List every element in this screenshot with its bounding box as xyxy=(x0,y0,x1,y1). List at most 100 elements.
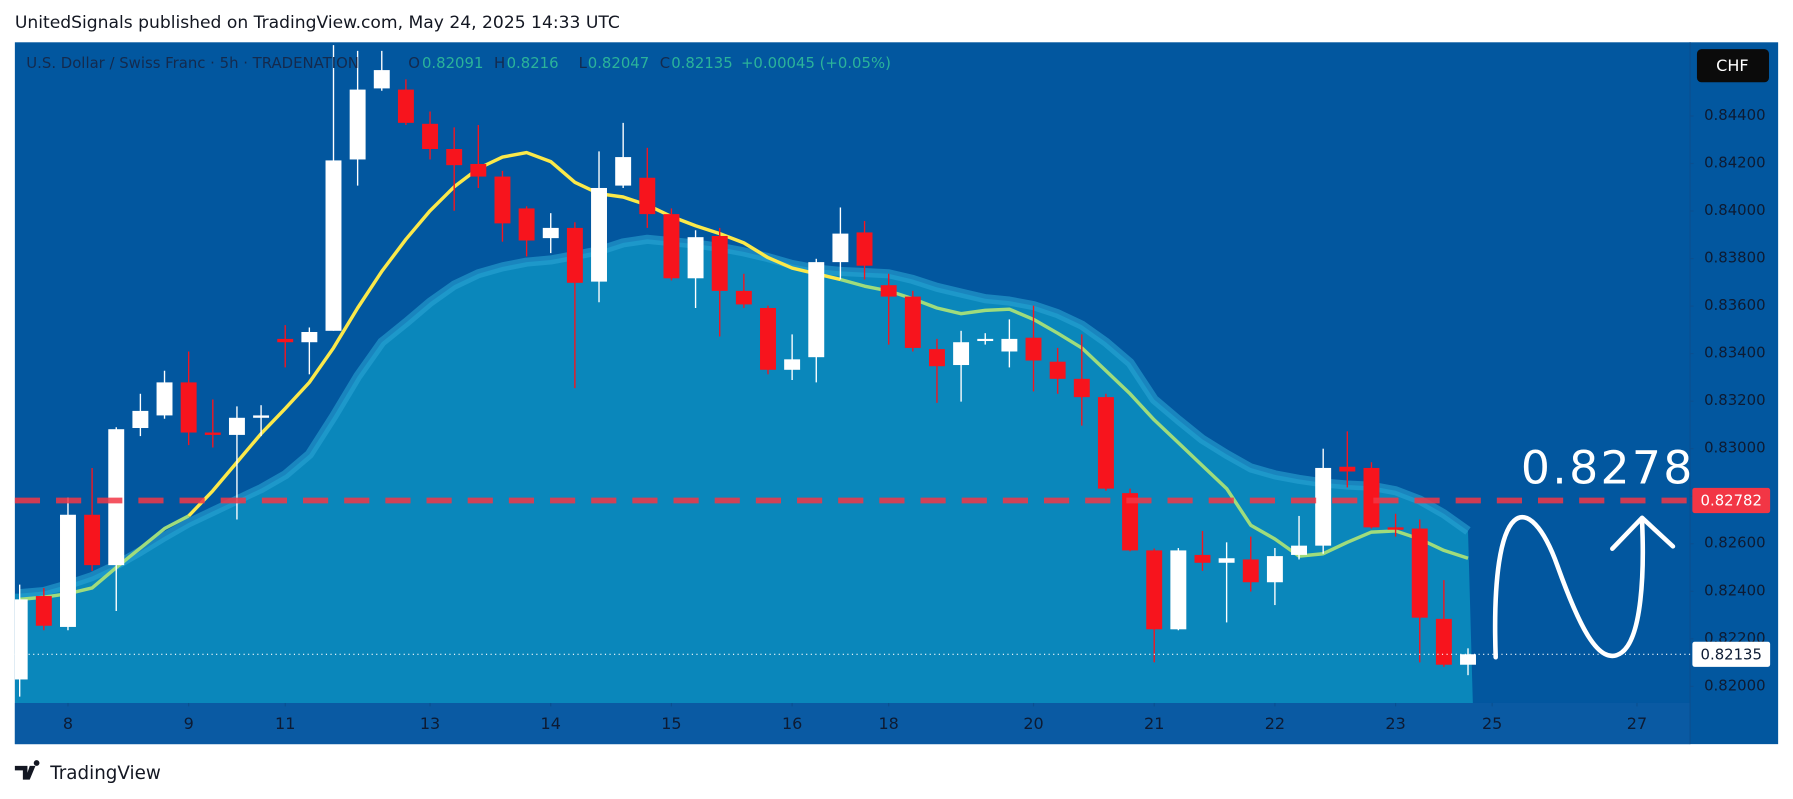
candle-body xyxy=(1097,397,1114,489)
candle-body xyxy=(784,359,801,370)
y-tick-label: 0.83400 xyxy=(1704,344,1765,362)
legend-letter: H xyxy=(494,54,505,72)
candle-body xyxy=(1001,338,1018,352)
x-tick-label: 14 xyxy=(541,714,561,733)
candle-body xyxy=(180,382,197,433)
y-tick-label: 0.82600 xyxy=(1704,534,1765,552)
logo-mark xyxy=(14,760,40,780)
candle-body xyxy=(615,157,632,186)
candle-body xyxy=(1291,545,1308,555)
candle-body xyxy=(397,89,414,123)
y-tick-label: 0.83600 xyxy=(1704,296,1765,314)
legend-change: +0.00045 (+0.05%) xyxy=(741,54,891,72)
legend-value: 0.82091 xyxy=(422,54,483,72)
legend-value: 0.82135 xyxy=(671,54,732,72)
candle-body xyxy=(277,338,294,343)
y-tick-label: 0.82000 xyxy=(1704,676,1765,694)
candle-body xyxy=(1387,527,1404,530)
candle-body xyxy=(470,163,487,177)
legend-value: 0.82047 xyxy=(588,54,649,72)
price-label-box xyxy=(1692,641,1771,667)
x-tick-label: 23 xyxy=(1385,714,1405,733)
symbol-title: U.S. Dollar / Swiss Franc · 5h · TRADENA… xyxy=(26,54,359,72)
x-tick-label: 25 xyxy=(1482,714,1502,733)
plot-layer xyxy=(14,45,1476,703)
y-tick-label: 0.83000 xyxy=(1704,439,1765,457)
candle-body xyxy=(953,342,970,366)
x-tick-label: 11 xyxy=(275,714,295,733)
x-tick-label: 20 xyxy=(1023,714,1043,733)
candle-body xyxy=(35,596,52,626)
x-tick-label: 18 xyxy=(879,714,899,733)
candle-body xyxy=(1170,550,1187,630)
candle-body xyxy=(1435,618,1452,665)
candle-body xyxy=(1194,554,1211,563)
candle-body xyxy=(639,177,656,215)
candle-body xyxy=(735,290,752,305)
candle-body xyxy=(14,599,28,680)
legend-letter: L xyxy=(579,54,588,72)
x-tick-label: 8 xyxy=(63,714,73,733)
candle-body xyxy=(204,432,221,435)
drawn-arrowhead xyxy=(1610,515,1676,551)
candle-body xyxy=(1363,467,1380,528)
legend-letter: C xyxy=(660,54,670,72)
x-tick-label: 27 xyxy=(1627,714,1647,733)
price-label: 0.82782 xyxy=(1701,492,1762,510)
candle-body xyxy=(422,123,439,150)
candle-body xyxy=(711,235,728,291)
candle-body xyxy=(808,262,825,358)
candle-body xyxy=(349,89,366,160)
price-label-box xyxy=(1692,487,1771,514)
candle-body xyxy=(253,415,270,418)
candle-body xyxy=(132,410,149,429)
candle-body xyxy=(1122,493,1139,551)
x-tick-label: 9 xyxy=(184,714,194,733)
y-tick-label: 0.83200 xyxy=(1704,391,1765,409)
candle-body xyxy=(1242,559,1259,583)
x-tick-label: 22 xyxy=(1265,714,1285,733)
x-tick-label: 16 xyxy=(782,714,802,733)
candle-body xyxy=(977,338,994,342)
currency-box[interactable] xyxy=(1696,49,1769,83)
candle-body xyxy=(1049,361,1066,379)
candle-body xyxy=(760,307,776,370)
x-tick-label: 13 xyxy=(420,714,440,733)
plot: 0.820000.822000.824000.826000.828000.830… xyxy=(14,45,1771,733)
candle-body xyxy=(494,176,511,224)
candle-body xyxy=(108,429,125,566)
x-tick-label: 21 xyxy=(1144,714,1164,733)
candle-body xyxy=(880,285,897,297)
footer-brand: TradingView xyxy=(49,763,161,784)
candle-body xyxy=(373,70,390,89)
candle-body xyxy=(1460,654,1476,665)
y-tick-label: 0.82400 xyxy=(1704,581,1765,599)
legend-letter: O xyxy=(408,54,420,72)
area xyxy=(14,239,1473,703)
candle-body xyxy=(566,227,583,283)
y-tick-label: 0.84400 xyxy=(1704,106,1765,124)
candle-body xyxy=(687,237,704,279)
y-tick-label: 0.84200 xyxy=(1704,154,1765,172)
candle-body xyxy=(1073,378,1090,398)
time-axis xyxy=(14,702,1691,745)
candle-body xyxy=(904,296,921,348)
indicator-line xyxy=(187,150,841,518)
candle-body xyxy=(542,227,559,239)
publisher-line: UnitedSignals published on TradingView.c… xyxy=(15,13,620,33)
x-tick-label: 15 xyxy=(661,714,681,733)
y-tick-label: 0.84000 xyxy=(1704,201,1765,219)
candle-body xyxy=(1146,550,1163,630)
candle-body xyxy=(1025,337,1042,361)
area-edge xyxy=(19,234,1471,599)
candle-body xyxy=(1339,466,1356,472)
y-tick-label: 0.83800 xyxy=(1704,249,1765,267)
currency-label[interactable]: CHF xyxy=(1716,56,1748,75)
candle-body xyxy=(856,232,873,266)
candle-body xyxy=(325,160,342,331)
price-label: 0.82135 xyxy=(1701,645,1762,663)
candle-body xyxy=(301,331,318,343)
candle-body xyxy=(84,514,101,566)
